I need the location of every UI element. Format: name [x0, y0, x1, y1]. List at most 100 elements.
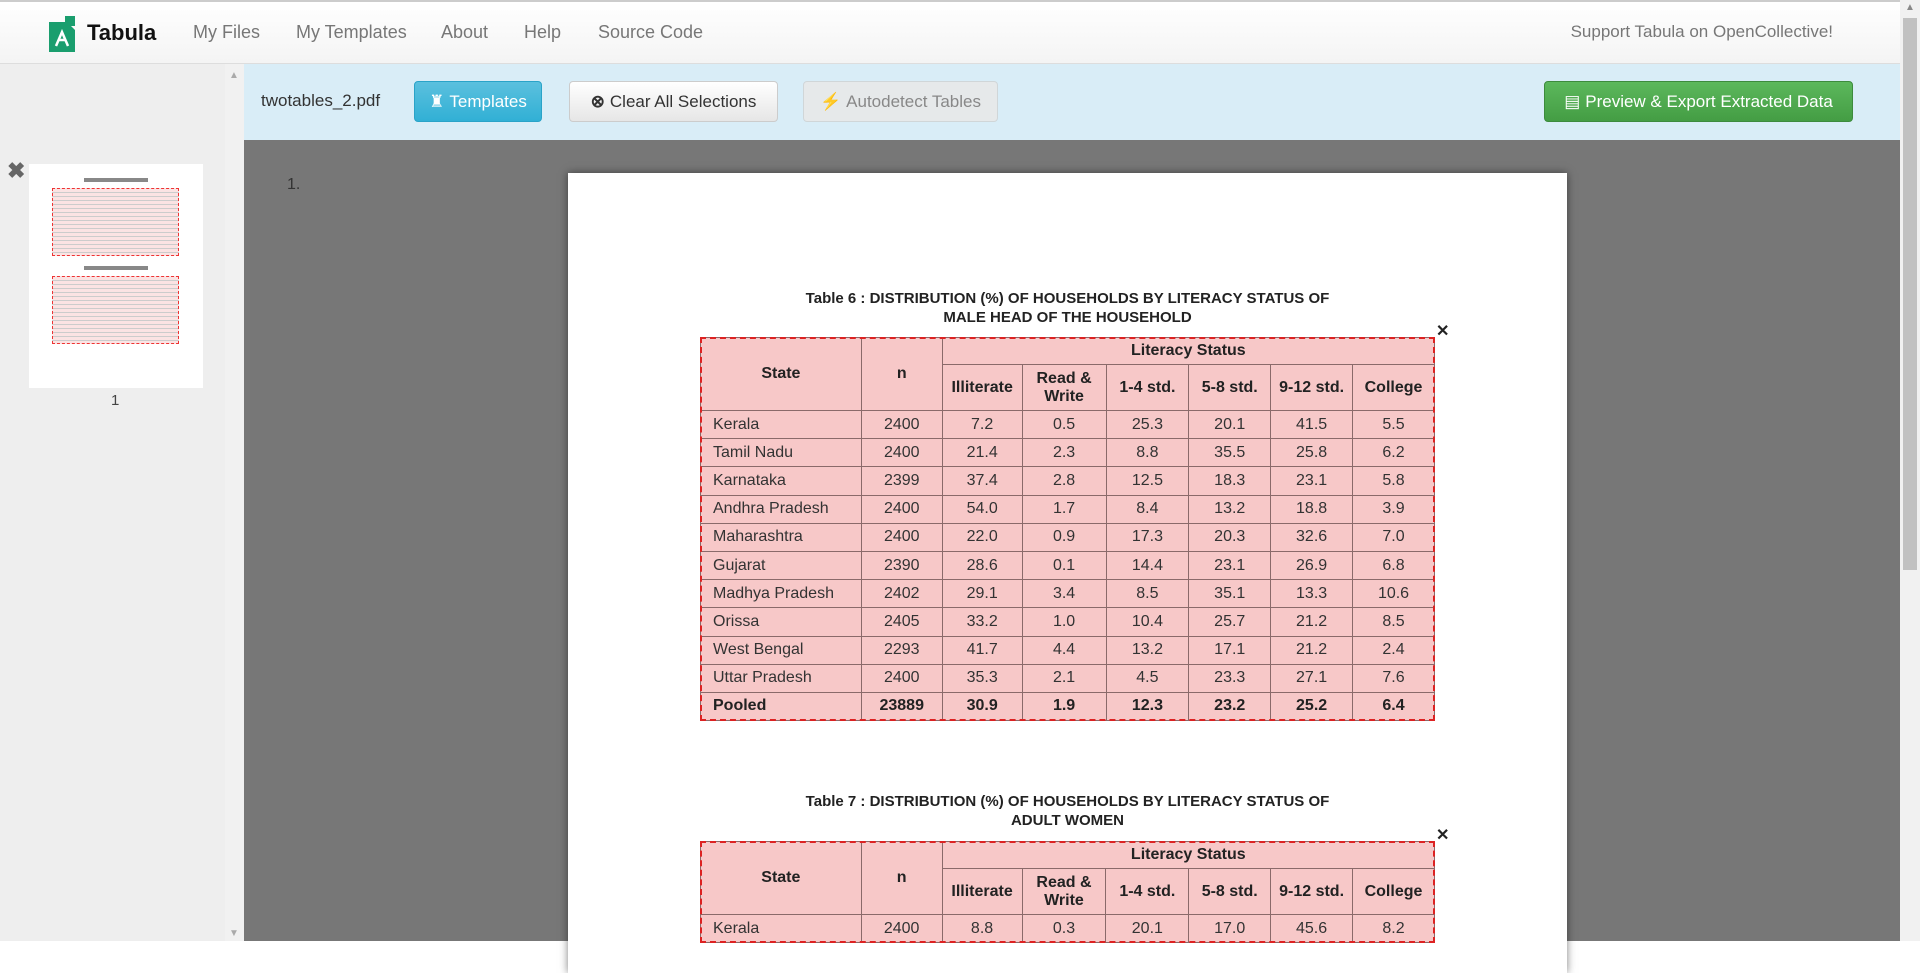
- table-cell: 8.4: [1105, 494, 1190, 524]
- table-cell: 8.5: [1352, 607, 1435, 637]
- table-cell: 2400: [860, 438, 943, 468]
- page-number: 1.: [287, 176, 301, 193]
- column-header: 5-8 std.: [1188, 868, 1272, 915]
- table-cell: 2390: [860, 550, 943, 581]
- column-header: 1-4 std.: [1105, 364, 1190, 411]
- table-cell: Uttar Pradesh: [700, 663, 862, 693]
- table-cell: 8.5: [1105, 579, 1190, 609]
- table-cell: 23.1: [1188, 550, 1272, 581]
- table-cell: 6.4: [1352, 691, 1435, 722]
- table-cell: 37.4: [941, 466, 1023, 496]
- table-cell: 13.3: [1270, 579, 1354, 609]
- table-cell: 18.8: [1270, 494, 1354, 524]
- table-cell: 27.1: [1270, 663, 1354, 693]
- templates-button[interactable]: ♜ Templates: [414, 81, 542, 122]
- sidebar-scrollbar[interactable]: ▲ ▼: [225, 64, 244, 941]
- selected-table[interactable]: State n Literacy Status Illiterate Read & W…: [700, 841, 1436, 944]
- table-cell: 20.3: [1188, 522, 1272, 552]
- table-cell: 8.8: [941, 913, 1023, 944]
- column-header: 5-8 std.: [1188, 364, 1272, 411]
- table-cell: 2400: [860, 494, 943, 524]
- table-cell: 7.6: [1352, 663, 1435, 693]
- table-cell: 26.9: [1270, 550, 1354, 581]
- main-scrollbar[interactable]: ▲: [1900, 0, 1920, 941]
- list-icon: ▤: [1564, 91, 1581, 111]
- header-literacy-status: Literacy Status: [941, 337, 1436, 365]
- nav-source-code[interactable]: Source Code: [598, 22, 704, 42]
- table-cell: 8.2: [1351, 913, 1436, 944]
- selected-table[interactable]: State n Literacy Status Illiterate Read & W…: [700, 337, 1436, 722]
- table-cell: 2.4: [1352, 635, 1435, 665]
- autodetect-label: Autodetect Tables: [846, 91, 981, 111]
- table-row: Pooled 23889 30.9 1.9 12.3 23.2 25.2 6.4: [700, 691, 1435, 722]
- table-cell: 0.1: [1021, 550, 1107, 581]
- table-cell: 8.8: [1105, 438, 1190, 468]
- column-header: Read & Write: [1021, 868, 1107, 915]
- preview-export-button[interactable]: ▤ Preview & Export Extracted Data: [1544, 81, 1853, 122]
- preview-label: Preview & Export Extracted Data: [1585, 91, 1833, 111]
- nav-my-templates[interactable]: My Templates: [296, 22, 407, 42]
- table-row: Andhra Pradesh 2400 54.0 1.7 8.4 13.2 18.8 3.9: [700, 494, 1435, 524]
- table-row: Kerala 2400 7.2 0.5 25.3 20.1 41.5 5.5: [700, 409, 1435, 440]
- table-title: Table 7 : DISTRIBUTION (%) OF HOUSEHOLDS…: [805, 793, 1330, 829]
- table-cell: 23.1: [1270, 466, 1354, 496]
- table-cell: 25.2: [1270, 691, 1354, 722]
- table-row: Maharashtra 2400 22.0 0.9 17.3 20.3 32.6 7.0: [700, 522, 1435, 552]
- table-cell: 30.9: [941, 691, 1023, 722]
- table-cell: 2400: [860, 663, 943, 693]
- table-cell: Madhya Pradesh: [700, 579, 862, 609]
- table-cell: 2400: [860, 913, 943, 944]
- table-cell: 1.7: [1021, 494, 1107, 524]
- column-header: 9-12 std.: [1270, 868, 1353, 915]
- table-cell: 20.1: [1188, 409, 1272, 440]
- table-cell: 2400: [860, 409, 943, 440]
- scrollbar-thumb[interactable]: [1903, 18, 1917, 570]
- pdf-page[interactable]: Table 6 : DISTRIBUTION (%) OF HOUSEHOLDS…: [568, 173, 1567, 973]
- table-cell: 28.6: [941, 550, 1023, 581]
- page-thumbnail[interactable]: [29, 164, 203, 388]
- table-cell: 4.4: [1021, 635, 1107, 665]
- table-cell: 17.1: [1188, 635, 1272, 665]
- table-cell: 1.9: [1021, 691, 1107, 722]
- table-cell: 35.3: [941, 663, 1023, 693]
- table-cell: 33.2: [941, 607, 1023, 637]
- remove-selection-icon[interactable]: ✕: [1436, 323, 1450, 340]
- table-cell: Orissa: [700, 607, 862, 637]
- table-cell: 2.8: [1021, 466, 1107, 496]
- column-header: College: [1351, 868, 1436, 915]
- top-navbar: Tabula My Files My Templates About Help …: [0, 0, 1900, 64]
- table-cell: 13.2: [1105, 635, 1190, 665]
- close-icon[interactable]: ✖: [7, 158, 26, 183]
- table-cell: 3.9: [1352, 494, 1435, 524]
- table-cell: 4.5: [1105, 663, 1190, 693]
- table-cell: 20.1: [1105, 913, 1190, 944]
- nav-help[interactable]: Help: [524, 22, 562, 42]
- nav-my-files[interactable]: My Files: [193, 22, 260, 42]
- pdf-viewer: 1. Table 6 : DISTRIBUTION (%) OF HOUSEHO…: [244, 140, 1900, 973]
- table-row: Madhya Pradesh 2402 29.1 3.4 8.5 35.1 13.3 10.6: [700, 579, 1435, 609]
- table-cell: 21.4: [941, 438, 1023, 468]
- table-cell: 23.2: [1188, 691, 1272, 722]
- table-cell: 35.1: [1188, 579, 1272, 609]
- table-cell: 45.6: [1270, 913, 1353, 944]
- table-cell: 3.4: [1021, 579, 1107, 609]
- remove-selection-icon[interactable]: ✕: [1436, 827, 1450, 844]
- clear-all-selections-button[interactable]: ⊗ Clear All Selections: [569, 81, 778, 122]
- tabula-logo-icon[interactable]: [47, 16, 77, 52]
- nav-about[interactable]: About: [441, 22, 489, 42]
- table-title: Table 6 : DISTRIBUTION (%) OF HOUSEHOLDS…: [805, 290, 1330, 326]
- brand-name[interactable]: Tabula: [87, 20, 157, 45]
- header-literacy-status: Literacy Status: [941, 841, 1436, 869]
- support-link[interactable]: Support Tabula on OpenCollective!: [1570, 22, 1833, 41]
- table-cell: 41.5: [1270, 409, 1354, 440]
- table-row: Uttar Pradesh 2400 35.3 2.1 4.5 23.3 27.1 7.6: [700, 663, 1435, 693]
- header-state: State: [700, 841, 862, 915]
- table-cell: 29.1: [941, 579, 1023, 609]
- table-cell: 1.0: [1021, 607, 1107, 637]
- autodetect-tables-button[interactable]: ⚡ Autodetect Tables: [803, 81, 998, 122]
- table-cell: 5.5: [1352, 409, 1435, 440]
- table-cell: 23889: [860, 691, 943, 722]
- table-cell: 41.7: [941, 635, 1023, 665]
- table-cell: Pooled: [700, 691, 862, 722]
- table-cell: Kerala: [700, 913, 862, 944]
